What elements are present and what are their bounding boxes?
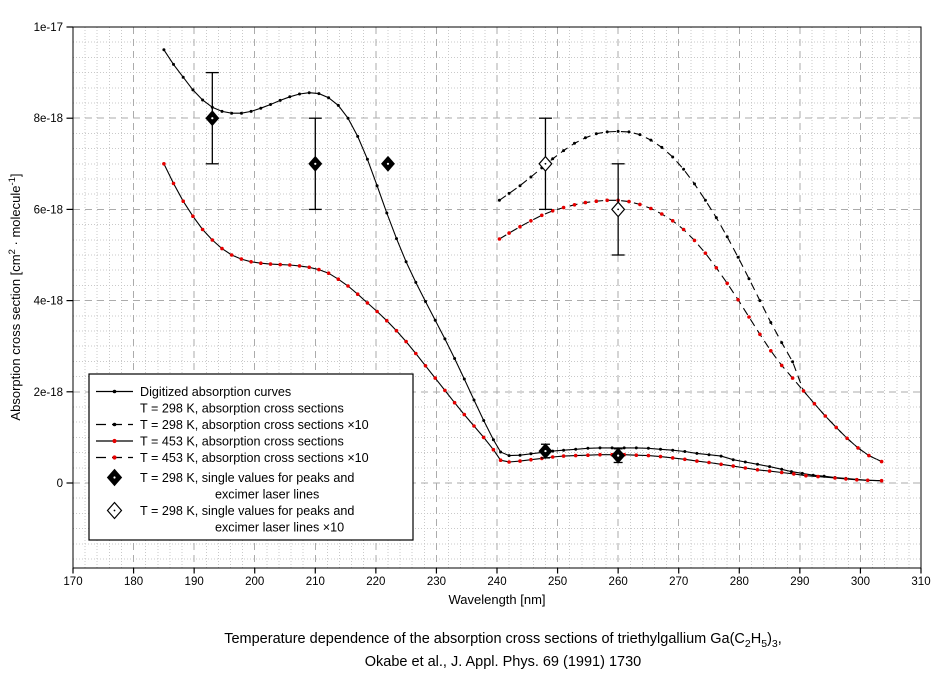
caption: Okabe et al., J. Appl. Phys. 69 (1991) 1…	[224, 631, 782, 670]
y-axis-title: Absorption cross section [cm2 · molecule…	[7, 173, 23, 420]
single-value-open-diamond	[538, 117, 553, 211]
single-value-filled-diamond	[308, 117, 323, 211]
legend-label: Digitized absorption curves	[140, 385, 291, 399]
x-tick-label: 250	[548, 576, 567, 588]
x-tick-label: 270	[669, 576, 688, 588]
y-tick-label: 2e-18	[34, 387, 63, 399]
x-tick-label: 190	[185, 576, 204, 588]
y-tick-label: 8e-18	[34, 113, 63, 125]
legend-label: T = 298 K, single values for peaks and	[140, 504, 354, 518]
series-solid-black-0	[162, 48, 884, 483]
single-value-filled-diamond	[538, 443, 553, 460]
caption-title-line: Temperature dependence of the absorption…	[224, 631, 782, 650]
series-dashed-black-2	[497, 129, 884, 464]
x-tick-label: 230	[427, 576, 446, 588]
x-tick-label: 210	[306, 576, 325, 588]
legend-row-4: T = 453 K, absorption cross sections ×10	[96, 451, 369, 465]
legend-row-3: T = 453 K, absorption cross sections	[96, 435, 344, 449]
legend-label: T = 298 K, absorption cross sections	[140, 402, 344, 416]
y-tick-label: 1e-17	[34, 22, 63, 34]
x-tick-label: 290	[790, 576, 809, 588]
legend-row-5: T = 298 K, single values for peaks and ex…	[106, 468, 354, 502]
y-tick-label: 4e-18	[34, 296, 63, 308]
x-tick-label: 260	[609, 576, 628, 588]
single-value-filled-diamond	[611, 447, 626, 464]
single-value-markers	[205, 71, 626, 464]
legend-label: T = 453 K, absorption cross sections ×10	[140, 451, 369, 465]
legend: Digitized absorption curves T = 298 K, ab…	[88, 373, 414, 541]
x-tick-label: 240	[487, 576, 506, 588]
single-value-filled-diamond	[205, 71, 220, 165]
x-axis: 170 180 190 200 210 220 230 240 250 260 270 280 290 3…	[63, 568, 931, 607]
y-axis: 0 2e-18 4e-18 6e-18 8e-18 1e-17 Absorption cro…	[7, 22, 73, 490]
x-tick-label: 200	[245, 576, 264, 588]
legend-row-0: Digitized absorption curves	[96, 385, 291, 399]
series-solid-red-1	[162, 162, 884, 483]
legend-label: T = 298 K, absorption cross sections ×10	[140, 418, 369, 432]
caption-reference-line: Okabe et al., J. Appl. Phys. 69 (1991) 1…	[365, 654, 641, 670]
series-dashed-red-3	[497, 198, 884, 464]
x-tick-label: 220	[366, 576, 385, 588]
legend-row-6: T = 298 K, single values for peaks and ex…	[106, 501, 354, 535]
x-tick-label: 170	[63, 576, 82, 588]
y-tick-label: 6e-18	[34, 204, 63, 216]
data-series	[162, 48, 884, 483]
single-value-open-diamond	[611, 163, 626, 256]
y-tick-label: 0	[57, 478, 63, 490]
x-tick-label: 280	[730, 576, 749, 588]
x-axis-title: Wavelength [nm]	[448, 592, 545, 607]
legend-label: excimer laser lines	[215, 488, 319, 502]
legend-row-1: T = 298 K, absorption cross sections	[140, 402, 344, 416]
x-tick-label: 300	[851, 576, 870, 588]
x-tick-label: 310	[911, 576, 930, 588]
legend-label: T = 453 K, absorption cross sections	[140, 435, 344, 449]
legend-label: excimer laser lines ×10	[215, 521, 344, 535]
single-value-filled-diamond	[381, 155, 395, 172]
legend-row-2: T = 298 K, absorption cross sections ×10	[96, 418, 369, 432]
legend-label: T = 298 K, single values for peaks and	[140, 471, 354, 485]
x-tick-label: 180	[124, 576, 143, 588]
